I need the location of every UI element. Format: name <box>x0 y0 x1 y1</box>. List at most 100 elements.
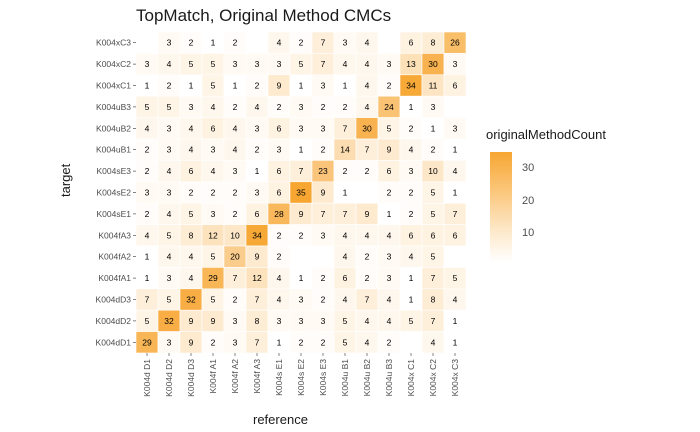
y-tick-label: K004uB1 <box>96 145 131 155</box>
cell-value-label: 4 <box>409 252 414 262</box>
cell-value-label: 2 <box>255 145 260 155</box>
cell-value-label: 6 <box>453 81 458 91</box>
cell-value-label: 2 <box>167 81 172 91</box>
cell-value-label: 4 <box>167 59 172 69</box>
cell-value-label: 5 <box>189 59 194 69</box>
cell-value-label: 4 <box>233 145 238 155</box>
cell-value-label: 2 <box>431 145 436 155</box>
cell-value-label: 4 <box>365 316 370 326</box>
cell-value-label: 4 <box>211 102 216 112</box>
cell-value-label: 2 <box>189 188 194 198</box>
cell-value-label: 9 <box>299 209 304 219</box>
cell-value-label: 6 <box>277 123 282 133</box>
cell-value-label: 9 <box>365 209 370 219</box>
cell-value-label: 2 <box>409 209 414 219</box>
cell-value-label: 2 <box>321 145 326 155</box>
cell-value-label: 2 <box>409 188 414 198</box>
cell-value-label: 3 <box>277 145 282 155</box>
cell-value-label: 2 <box>343 102 348 112</box>
x-tick-label: K004s E1 <box>274 359 284 396</box>
legend-title: originalMethodCount <box>486 127 606 142</box>
cell-value-label: 1 <box>409 295 414 305</box>
cell-value-label: 4 <box>365 102 370 112</box>
cell-value-label: 3 <box>277 316 282 326</box>
cell-value-label: 5 <box>211 81 216 91</box>
cell-value-label: 4 <box>387 295 392 305</box>
cell-value-label: 8 <box>431 295 436 305</box>
cell-value-label: 4 <box>167 252 172 262</box>
cell-value-label: 4 <box>343 252 348 262</box>
cell-value-label: 20 <box>230 252 240 262</box>
cell-value-label: 1 <box>453 337 458 347</box>
cell-value-label: 1 <box>453 316 458 326</box>
chart-title: TopMatch, Original Method CMCs <box>136 6 392 25</box>
legend-tick <box>514 200 518 202</box>
cell-value-label: 12 <box>208 230 218 240</box>
cell-value-label: 2 <box>387 81 392 91</box>
cell-value-label: 6 <box>277 166 282 176</box>
cell-value-label: 32 <box>186 295 196 305</box>
cell-value-label: 2 <box>233 102 238 112</box>
cell-value-label: 5 <box>145 316 150 326</box>
cell-value-label: 4 <box>277 295 282 305</box>
cell-value-label: 12 <box>252 273 262 283</box>
cell-value-label: 3 <box>343 38 348 48</box>
cell-value-label: 4 <box>431 337 436 347</box>
x-tick-label: K004d D1 <box>142 359 152 397</box>
cell-value-label: 3 <box>299 102 304 112</box>
cell-value-label: 1 <box>233 81 238 91</box>
cell-value-label: 4 <box>453 295 458 305</box>
x-tick-label: K004f A2 <box>230 359 240 394</box>
legend-tick <box>514 232 518 234</box>
cell-value-label: 1 <box>299 81 304 91</box>
cell-value-label: 1 <box>343 81 348 91</box>
cell-value-label: 2 <box>387 337 392 347</box>
cell-value-label: 3 <box>167 38 172 48</box>
y-tick-label: K004xC1 <box>96 81 131 91</box>
x-tick-label: K004x C3 <box>450 359 460 397</box>
cell-value-label: 2 <box>299 337 304 347</box>
cell-value-label: 7 <box>365 295 370 305</box>
y-tick-label: K004dD3 <box>96 295 132 305</box>
cell-value-label: 9 <box>321 188 326 198</box>
cell-value-label: 9 <box>255 252 260 262</box>
cell-value-label: 3 <box>321 316 326 326</box>
cell-value-label: 5 <box>211 252 216 262</box>
cell-value-label: 6 <box>211 123 216 133</box>
y-tick-label: K004fA2 <box>98 252 131 262</box>
cell-value-label: 3 <box>387 252 392 262</box>
cell-value-label: 7 <box>343 209 348 219</box>
cell-value-label: 2 <box>255 81 260 91</box>
cell-value-label: 4 <box>255 102 260 112</box>
cell-value-label: 5 <box>167 230 172 240</box>
cell-value-label: 3 <box>167 188 172 198</box>
cell-value-label: 3 <box>453 123 458 133</box>
cell-value-label: 5 <box>431 188 436 198</box>
y-tick-label: K004fA3 <box>98 230 131 240</box>
cell-value-label: 3 <box>233 59 238 69</box>
cell-value-label: 29 <box>208 273 218 283</box>
cell-value-label: 1 <box>299 145 304 155</box>
cell-value-label: 2 <box>189 38 194 48</box>
cell-value-label: 3 <box>145 188 150 198</box>
cell-value-label: 5 <box>343 337 348 347</box>
cell-value-label: 2 <box>365 252 370 262</box>
cell-value-label: 9 <box>189 337 194 347</box>
cell-value-label: 7 <box>233 273 238 283</box>
cell-value-label: 9 <box>211 316 216 326</box>
cell-value-label: 5 <box>431 252 436 262</box>
cell-value-label: 4 <box>189 145 194 155</box>
cell-value-label: 4 <box>189 273 194 283</box>
cell-value-label: 3 <box>211 209 216 219</box>
cell-value-label: 5 <box>211 59 216 69</box>
cell-value-label: 3 <box>233 166 238 176</box>
cell-value-label: 1 <box>409 102 414 112</box>
cell-value-label: 4 <box>365 38 370 48</box>
cell-value-label: 6 <box>277 188 282 198</box>
cell-value-label: 2 <box>277 102 282 112</box>
cell-value-label: 3 <box>321 123 326 133</box>
cell-value-label: 3 <box>255 59 260 69</box>
cell-value-label: 7 <box>321 38 326 48</box>
cell-value-label: 2 <box>409 123 414 133</box>
legend-tick <box>514 168 518 170</box>
